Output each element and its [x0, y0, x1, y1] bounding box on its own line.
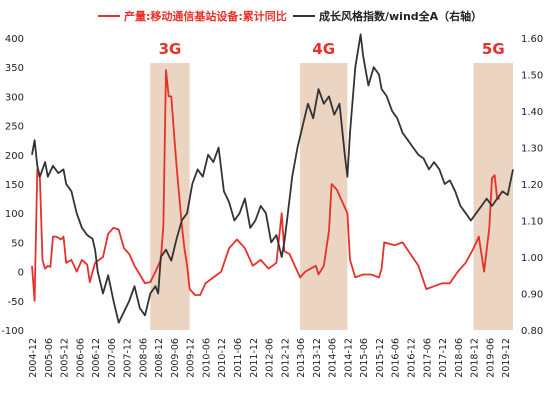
right-axis-tick: 1.40: [521, 107, 543, 118]
region-3G: [150, 63, 190, 330]
right-axis-tick: 1.00: [521, 253, 543, 264]
region-label: 5G: [482, 40, 505, 58]
x-axis-tick: 2007-06: [107, 338, 118, 378]
series-line-growth-style-ratio: [31, 33, 514, 324]
x-axis-tick: 2016-06: [391, 338, 402, 378]
x-axis-tick: 2005-06: [44, 338, 55, 378]
series-line-production-yoy: [31, 69, 500, 302]
x-axis-tick: 2006-06: [75, 338, 86, 378]
x-axis-tick: 2004-12: [28, 338, 39, 378]
x-axis-tick: 2008-06: [138, 338, 149, 378]
left-axis-tick: -100: [1, 326, 24, 337]
axes: 400 350 300 250 200 150 100 50 0 -50 -100 1.60 1.50 1…: [1, 34, 543, 378]
left-axis-tick: 0: [18, 268, 24, 279]
left-axis-tick: 250: [5, 122, 24, 133]
left-axis-tick: -50: [8, 297, 24, 308]
x-axis-tick: 2009-12: [186, 338, 197, 378]
x-axis-tick: 2016-12: [406, 338, 417, 378]
left-axis-tick: 50: [11, 238, 24, 249]
x-axis-tick: 2007-12: [123, 338, 134, 378]
left-axis-tick: 200: [5, 151, 24, 162]
x-axis-tick: 2011-06: [233, 338, 244, 378]
x-axis-tick: 2017-12: [438, 338, 449, 378]
x-axis-tick: 2018-12: [470, 338, 481, 378]
right-axis-tick: 0.90: [521, 290, 543, 301]
x-axis-tick: 2014-06: [328, 338, 339, 378]
x-axis-tick: 2006-12: [91, 338, 102, 378]
x-axis-tick: 2011-12: [249, 338, 260, 378]
legend-label: 成长风格指数/wind全A（右轴）: [319, 9, 482, 23]
right-axis-tick: 1.10: [521, 217, 543, 228]
x-axis-tick: 2019-12: [501, 338, 512, 378]
left-axis-tick: 150: [5, 180, 24, 191]
right-axis-tick: 0.80: [521, 326, 543, 337]
left-axis-tick: 100: [5, 209, 24, 220]
x-axis-tick: 2014-12: [343, 338, 354, 378]
right-axis-tick: 1.60: [521, 34, 543, 45]
x-axis-tick: 2018-06: [454, 338, 465, 378]
region-5G: [473, 63, 513, 330]
legend: 产量:移动通信基站设备:累计同比 成长风格指数/wind全A（右轴）: [98, 9, 482, 23]
left-axis-tick: 300: [5, 92, 24, 103]
x-axis-tick: 2012-06: [265, 338, 276, 378]
right-axis-tick: 1.50: [521, 71, 543, 82]
legend-label: 产量:移动通信基站设备:累计同比: [124, 9, 287, 23]
x-axis-tick: 2012-12: [280, 338, 291, 378]
x-axis-tick: 2010-12: [217, 338, 228, 378]
x-axis-tick: 2009-06: [170, 338, 181, 378]
highlight-regions: 3G 4G 5G: [150, 40, 513, 330]
left-axis-tick: 400: [5, 34, 24, 45]
region-label: 4G: [312, 40, 335, 58]
x-axis-tick: 2015-12: [375, 338, 386, 378]
left-axis-tick: 350: [5, 63, 24, 74]
right-axis-tick: 1.20: [521, 180, 543, 191]
x-axis-tick: 2008-12: [154, 338, 165, 378]
region-label: 3G: [159, 40, 182, 58]
right-axis-tick: 1.30: [521, 144, 543, 155]
x-axis-tick: 2010-06: [201, 338, 212, 378]
series: [31, 33, 514, 324]
x-axis-tick: 2013-12: [312, 338, 323, 378]
x-axis-tick: 2017-06: [422, 338, 433, 378]
x-axis-tick: 2013-06: [296, 338, 307, 378]
x-axis-tick: 2015-06: [359, 338, 370, 378]
x-axis-tick: 2005-12: [60, 338, 71, 378]
x-axis-tick: 2019-06: [485, 338, 496, 378]
